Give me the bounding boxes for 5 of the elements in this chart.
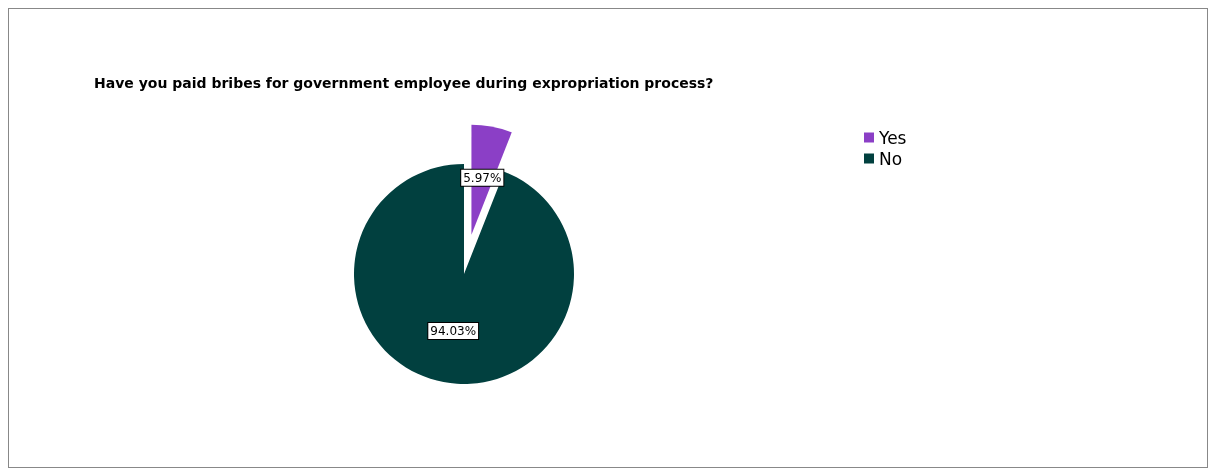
legend-label: No — [879, 148, 903, 169]
data-label: 94.03% — [430, 323, 477, 338]
chart-title: Have you paid bribes for government employee during expropriation process? — [94, 75, 714, 91]
data-label: 5.97% — [463, 170, 502, 185]
legend-label: Yes — [878, 127, 907, 148]
